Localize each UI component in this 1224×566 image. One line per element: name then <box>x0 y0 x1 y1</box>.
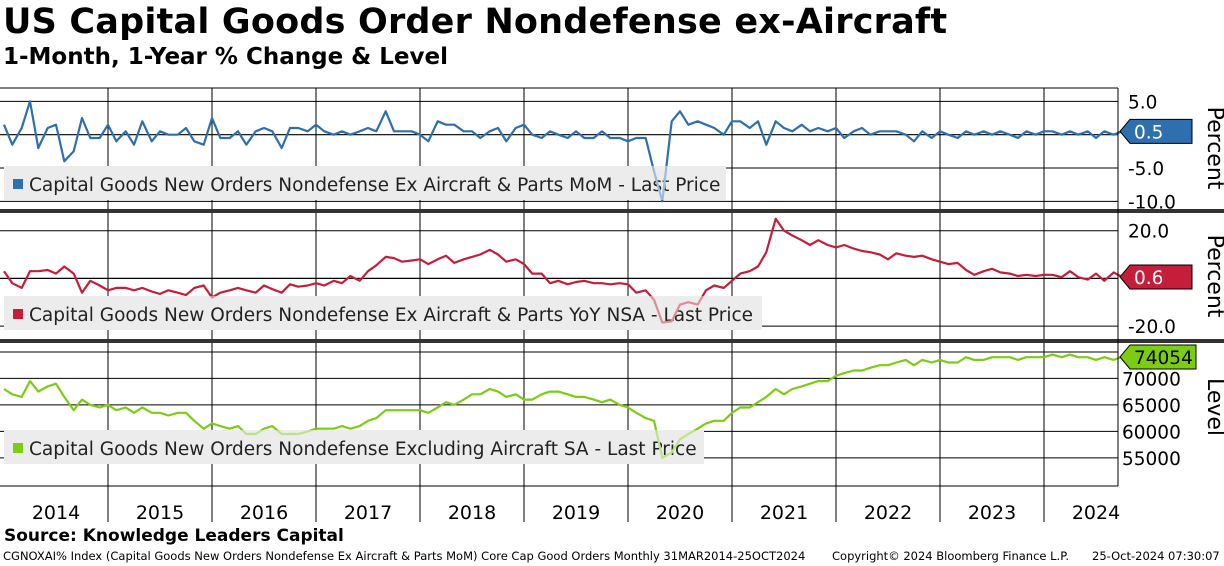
y-axis-title: Percent <box>1202 235 1224 318</box>
legend-label: Capital Goods New Orders Nondefense Ex A… <box>29 305 753 326</box>
series-line-yoy <box>3 217 1123 324</box>
legend-label: Capital Goods New Orders Nondefense Ex A… <box>29 175 720 196</box>
legend-box <box>4 166 726 200</box>
series-line-level <box>3 353 1123 459</box>
legend-box <box>4 296 762 330</box>
x-tick-label: 2015 <box>136 502 184 524</box>
y-tick-label: 20.0 <box>1128 222 1169 243</box>
legend-label: Capital Goods New Orders Nondefense Excl… <box>29 439 697 460</box>
y-tick-label: -10.0 <box>1128 192 1176 213</box>
legend-swatch <box>13 443 23 453</box>
chart-subtitle: 1-Month, 1-Year % Change & Level <box>3 44 448 70</box>
y-tick-label: 60000 <box>1122 422 1181 443</box>
footer-index-info: CGNOXAI% Index (Capital Goods New Orders… <box>3 549 806 563</box>
x-tick-label: 2023 <box>968 502 1016 524</box>
x-tick-label: 2022 <box>864 502 912 524</box>
last-value-label: 0.5 <box>1134 122 1163 143</box>
x-tick-label: 2020 <box>656 502 704 524</box>
last-value-label: 74054 <box>1134 348 1193 369</box>
footer-timestamp: 25-Oct-2024 07:30:07 <box>1092 549 1220 563</box>
last-value-badge <box>1119 118 1193 144</box>
x-tick-label: 2019 <box>552 502 600 524</box>
last-value-badge <box>1119 344 1197 370</box>
y-tick-label: 5.0 <box>1128 92 1157 113</box>
legend-swatch <box>13 179 23 189</box>
x-tick-label: 2016 <box>240 502 288 524</box>
y-tick-label: 55000 <box>1122 449 1181 470</box>
y-tick-label: 70000 <box>1122 369 1181 390</box>
source-label: Source: Knowledge Leaders Capital <box>4 526 344 546</box>
x-tick-label: 2021 <box>760 502 808 524</box>
last-value-label: 0.6 <box>1134 268 1163 289</box>
footer-copyright: Copyright© 2024 Bloomberg Finance L.P. <box>832 549 1069 563</box>
chart-title: US Capital Goods Order Nondefense ex-Air… <box>3 2 948 42</box>
x-tick-label: 2024 <box>1072 502 1120 524</box>
y-axis-title: Percent <box>1202 107 1224 190</box>
y-axis-title: Level <box>1202 378 1224 436</box>
x-tick-label: 2014 <box>32 502 80 524</box>
legend-swatch <box>13 309 23 319</box>
y-tick-label: -5.0 <box>1128 159 1164 180</box>
x-tick-label: 2017 <box>344 502 392 524</box>
x-tick-label: 2018 <box>448 502 496 524</box>
last-value-badge <box>1119 264 1193 290</box>
series-line-mom <box>2 100 1123 203</box>
y-tick-label: -20.0 <box>1128 317 1176 338</box>
y-tick-label: 65000 <box>1122 396 1181 417</box>
legend-box <box>4 430 704 464</box>
